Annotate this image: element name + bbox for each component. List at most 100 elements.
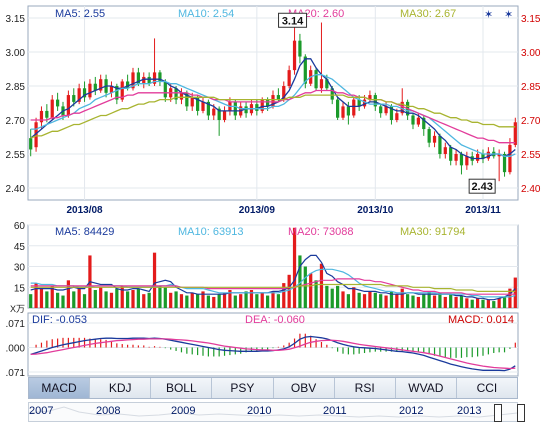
volume-bar <box>422 294 426 308</box>
y-tick-label-right: 2.40 <box>521 184 541 195</box>
candle-body <box>29 138 33 150</box>
tab-obv[interactable]: OBV <box>274 378 335 398</box>
candle-body <box>438 135 442 154</box>
year-navigator[interactable]: 2007 2008 2009 2010 2011 2012 2013 <box>28 402 518 422</box>
tab-rsi[interactable]: RSI <box>335 378 396 398</box>
candle-body <box>373 95 377 107</box>
candle-body <box>260 99 264 111</box>
volume-bar <box>309 273 313 308</box>
year-label[interactable]: 2013 <box>457 405 482 417</box>
volume-bar <box>454 296 458 308</box>
candle-body <box>303 56 307 84</box>
x-tick-label: 2013/11 <box>465 205 501 216</box>
volume-bar <box>395 294 399 308</box>
candle-body <box>72 95 76 102</box>
candle-body <box>266 99 270 107</box>
vol_ma30-line <box>30 283 516 292</box>
candle-body <box>217 108 221 120</box>
volume-bar <box>61 295 65 308</box>
volume-bar <box>341 291 345 308</box>
volume-bar <box>513 277 517 308</box>
candle-body <box>147 76 151 84</box>
candle-body <box>190 97 194 107</box>
volume-bar <box>50 285 54 308</box>
candle-body <box>454 154 458 161</box>
candle-body <box>244 106 248 114</box>
y-tick-label-left: 3.00 <box>6 48 26 59</box>
candle-body <box>196 97 200 111</box>
candle-body <box>56 99 60 107</box>
candle-body <box>136 72 140 84</box>
volume-legend-item: MA5: 84429 <box>55 226 114 238</box>
year-label[interactable]: 2008 <box>96 405 121 417</box>
y-tick-label-left: 2.70 <box>6 116 26 127</box>
volume-bar <box>481 299 485 308</box>
volume-bar <box>319 263 324 308</box>
macd-tick-label: .071 <box>6 368 26 379</box>
volume-bar <box>411 295 415 308</box>
volume-bar <box>497 298 501 308</box>
candle-body <box>362 99 367 107</box>
year-label[interactable]: 2009 <box>171 405 196 417</box>
year-label[interactable]: 2010 <box>247 405 272 417</box>
macd-legend-item: DIF: -0.053 <box>32 314 87 326</box>
y-tick-label-left: 3.15 <box>6 14 26 25</box>
range-right-handle[interactable] <box>517 404 525 422</box>
candle-body <box>142 76 146 84</box>
candle-body <box>212 108 216 116</box>
volume-bar <box>406 294 410 308</box>
candle-body <box>427 129 431 143</box>
tab-cci[interactable]: CCI <box>476 381 498 395</box>
volume-bar <box>379 294 383 308</box>
macd-legend-item: DEA: -0.060 <box>245 314 305 326</box>
indicator-tab-bar: MACD KDJ BOLL PSY OBV RSI WVAD CCI <box>28 377 518 399</box>
volume-bar <box>185 295 189 308</box>
volume-bar <box>158 285 162 308</box>
price-legend-item: MA10: 2.54 <box>178 8 234 20</box>
candle-body <box>120 81 124 100</box>
range-left-handle[interactable] <box>494 404 502 422</box>
volume-bar <box>233 295 237 308</box>
volume-bar <box>115 288 119 308</box>
tab-kdj[interactable]: KDJ <box>90 378 152 398</box>
tab-boll[interactable]: BOLL <box>151 378 213 398</box>
volume-bar <box>476 298 480 308</box>
high-annotation-box <box>278 12 308 28</box>
macd-tick-label: .000 <box>6 344 26 355</box>
tab-macd[interactable]: MACD <box>29 378 91 398</box>
y-tick-label-left: 2.55 <box>6 150 26 161</box>
volume-bar <box>282 283 286 308</box>
volume-bar <box>384 295 388 308</box>
year-label[interactable]: 2007 <box>29 405 54 417</box>
ma10-line <box>30 74 516 157</box>
volume-bar <box>39 288 44 308</box>
candle-body <box>287 70 291 86</box>
macd-tick-label: .071 <box>6 319 26 330</box>
candle-body <box>379 106 383 114</box>
ma30-line <box>30 94 516 139</box>
y-tick-label-left: 2.40 <box>6 184 26 195</box>
volume-bar <box>82 294 87 308</box>
volume-unit-label: X万 <box>10 304 25 314</box>
tab-wvad[interactable]: WVAD <box>396 378 457 398</box>
volume-bar <box>314 280 318 308</box>
candle-body <box>152 72 157 84</box>
candle-body <box>416 117 420 125</box>
candle-body <box>77 88 81 102</box>
candle-body <box>206 101 210 116</box>
year-label[interactable]: 2012 <box>399 405 424 417</box>
volume-bar <box>99 287 103 308</box>
volume-bar <box>368 291 372 308</box>
volume-bar <box>136 288 140 308</box>
volume-bar <box>459 295 464 308</box>
ma20-line <box>30 89 516 144</box>
volume-bar <box>152 252 157 308</box>
candle-body <box>341 106 345 118</box>
volume-bar <box>427 291 431 308</box>
star-icon: ✶ <box>484 9 493 21</box>
candle-body <box>201 101 205 111</box>
candle-body <box>513 122 517 145</box>
tab-psy[interactable]: PSY <box>212 378 274 398</box>
volume-bar <box>449 294 453 308</box>
year-label[interactable]: 2011 <box>323 405 347 417</box>
